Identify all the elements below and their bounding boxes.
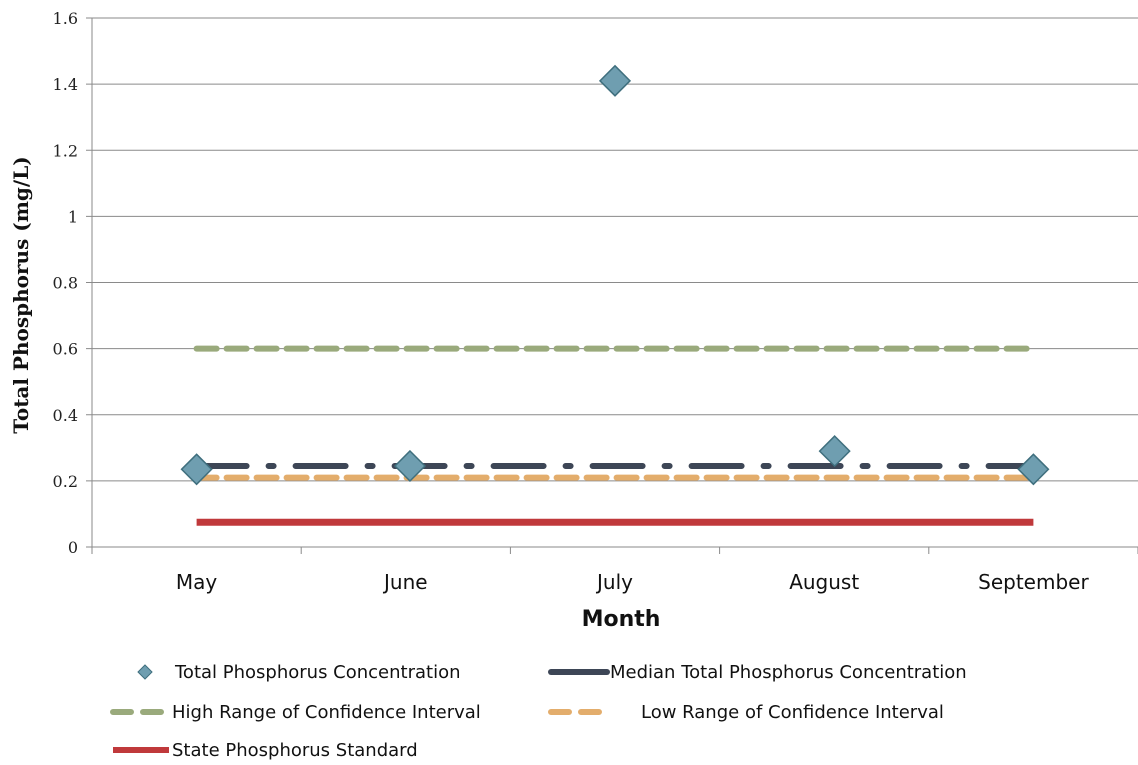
data-point — [598, 64, 632, 97]
axes — [86, 17, 1138, 554]
y-tick-label: 1.4 — [53, 75, 78, 94]
x-tick-label: July — [595, 570, 633, 594]
y-tick-label: 0.8 — [53, 274, 78, 293]
legend-entry: Median Total Phosphorus Concentration — [548, 662, 967, 683]
data-point — [1017, 453, 1050, 486]
y-tick-label: 1.6 — [53, 9, 78, 28]
x-axis-title: Month — [582, 607, 661, 632]
y-tick-label: 1.2 — [53, 141, 78, 160]
legend-entry: State Phosphorus Standard — [113, 740, 418, 761]
x-tick-labels: May June July August September — [176, 570, 1090, 594]
legend-label: Total Phosphorus Concentration — [174, 662, 461, 683]
data-point — [818, 435, 851, 468]
data-point — [180, 453, 213, 486]
legend-entry: Low Range of Confidence Interval — [548, 702, 944, 723]
y-axis-title: Total Phosphorus (mg/L) — [9, 156, 33, 433]
y-tick-label: 0.4 — [53, 406, 78, 425]
legend-label: Median Total Phosphorus Concentration — [610, 662, 967, 683]
legend-label: High Range of Confidence Interval — [172, 702, 481, 723]
legend-label: Low Range of Confidence Interval — [641, 702, 944, 723]
x-tick-label: June — [382, 570, 428, 594]
x-tick-label: August — [789, 570, 859, 594]
data-point — [393, 449, 427, 483]
y-tick-label: 0 — [68, 538, 78, 557]
legend-swatch — [137, 664, 153, 680]
series-points — [180, 64, 1050, 486]
legend-entry: High Range of Confidence Interval — [110, 702, 481, 723]
y-tick-label: 0.6 — [53, 340, 78, 359]
y-tick-labels: 0 0.2 0.4 0.6 0.8 1 1.2 1.4 1.6 — [53, 9, 78, 557]
legend-label: State Phosphorus Standard — [172, 740, 418, 761]
legend-entry: Total Phosphorus Concentration — [137, 662, 461, 683]
y-tick-label: 1 — [68, 207, 78, 226]
y-tick-label: 0.2 — [53, 472, 78, 491]
series-lines — [193, 345, 1037, 526]
legend: Total Phosphorus Concentration Median Tot… — [110, 662, 967, 761]
x-tick-label: September — [978, 570, 1089, 594]
x-tick-label: May — [176, 570, 218, 594]
